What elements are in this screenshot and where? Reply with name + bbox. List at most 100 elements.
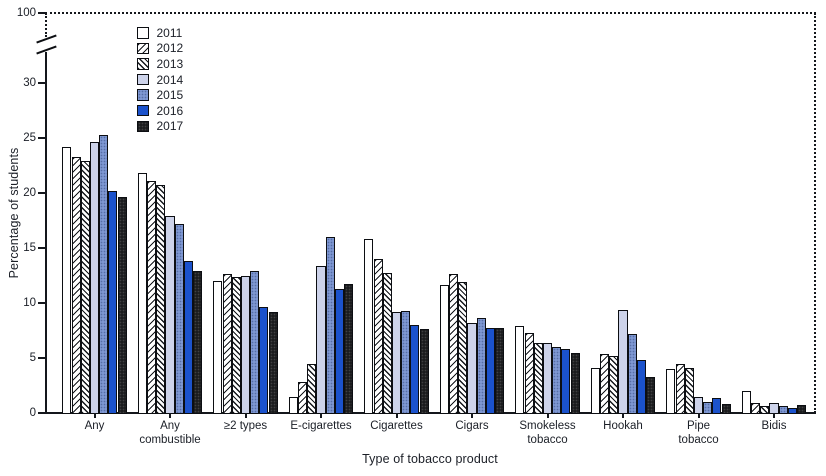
bar-2012 [147, 180, 157, 414]
legend-swatch-2014 [137, 73, 149, 86]
legend-label: 2015 [156, 88, 184, 103]
x-category-label: Bidis [761, 420, 787, 432]
bar-2016 [561, 349, 571, 414]
bar-2013 [231, 276, 241, 414]
bar-2011 [288, 396, 298, 414]
x-tick [244, 413, 247, 418]
bar-2011 [364, 239, 374, 414]
bar-2011 [137, 173, 147, 414]
legend-item: 2013 [137, 58, 183, 70]
bar-2017 [721, 404, 731, 414]
bar-2012 [600, 353, 610, 414]
legend-item: 2014 [137, 74, 183, 86]
bar-2014 [391, 311, 402, 414]
bar-2013 [684, 367, 694, 414]
x-axis-title: Type of tobacco product [362, 452, 498, 466]
bar-2017 [797, 405, 807, 414]
y-tick-label: 30 [23, 77, 36, 89]
legend-item: 2012 [137, 41, 184, 56]
bar-2016 [787, 407, 797, 414]
bar-2012 [449, 274, 459, 414]
bar-2013 [80, 161, 90, 414]
bar-2014 [542, 342, 553, 414]
legend-item: 2016 [137, 105, 183, 117]
bar-2017 [268, 311, 278, 414]
bar-2014 [693, 396, 704, 414]
legend-label: 2013 [156, 56, 184, 71]
bar-2012 [222, 274, 232, 414]
legend-item: 2015 [137, 89, 183, 101]
bar-2012 [71, 156, 81, 414]
bar-2015 [778, 406, 788, 414]
x-category-label: Hookah [603, 420, 643, 432]
y-tick [38, 357, 46, 359]
bar-2011 [62, 146, 72, 414]
x-tick [773, 413, 775, 418]
bar-2011 [439, 285, 449, 414]
x-category-label: Any [84, 420, 105, 432]
bar-2017 [646, 376, 656, 414]
y-tick [38, 12, 46, 14]
bar-2017 [193, 271, 203, 414]
bar-2017 [495, 328, 505, 414]
bar-2017 [117, 197, 127, 414]
bar-2014 [467, 322, 477, 414]
x-tick [93, 413, 96, 418]
legend-label: 2016 [156, 103, 184, 118]
x-tick [169, 413, 171, 418]
x-category-label: E-cigarettes [290, 420, 352, 432]
bar-2013 [382, 273, 392, 414]
bar-2015 [174, 223, 184, 414]
bar-2015 [99, 134, 109, 414]
bar-2011 [590, 367, 600, 414]
bar-2012 [298, 382, 308, 414]
y-tick [38, 412, 46, 414]
y-axis-line [45, 52, 47, 413]
bar-2016 [410, 325, 420, 414]
bar-2017 [344, 284, 354, 414]
y-tick-label: 20 [23, 187, 36, 199]
legend-label: 2014 [156, 72, 184, 87]
x-tick [395, 413, 398, 418]
legend-swatch-2017 [137, 120, 149, 133]
y-tick-label: 15 [23, 242, 36, 254]
y-axis-upper-segment [45, 13, 47, 37]
bar-2016 [108, 190, 118, 414]
right-frame-line [814, 13, 816, 413]
y-tick [38, 302, 46, 304]
bar-2016 [636, 360, 646, 414]
bar-2016 [259, 307, 269, 414]
legend-item: 2011 [137, 27, 183, 39]
x-category-label: Cigars [455, 420, 489, 432]
legend-label: 2012 [156, 41, 184, 56]
legend-swatch-2012 [137, 42, 149, 55]
x-category-label: Pipe tobacco [678, 420, 719, 446]
bar-2013 [458, 282, 468, 414]
x-category-label: Any combustible [139, 420, 201, 446]
bar-2017 [419, 329, 429, 414]
bar-2012 [524, 332, 534, 414]
y-tick [38, 192, 46, 194]
legend-swatch-2013 [137, 58, 149, 70]
bar-2016 [712, 397, 722, 414]
bar-2015 [250, 271, 260, 414]
legend-item: 2017 [137, 119, 184, 134]
x-tick [471, 413, 473, 418]
bar-2011 [213, 281, 223, 414]
x-axis-line [45, 412, 816, 414]
legend-swatch-2011 [137, 27, 149, 39]
y-tick [38, 137, 46, 139]
bar-2012 [675, 363, 685, 414]
bar-2016 [334, 288, 344, 414]
bar-2012 [373, 259, 383, 414]
legend-label: 2011 [156, 25, 183, 40]
x-tick [697, 413, 700, 418]
bar-2011 [666, 369, 676, 414]
bar-2015 [476, 318, 486, 414]
bar-2013 [760, 406, 770, 414]
legend-label: 2017 [156, 119, 184, 134]
bar-2013 [533, 342, 543, 414]
y-tick-label: 10 [23, 297, 36, 309]
x-category-label: Smokeless tobacco [519, 420, 576, 446]
